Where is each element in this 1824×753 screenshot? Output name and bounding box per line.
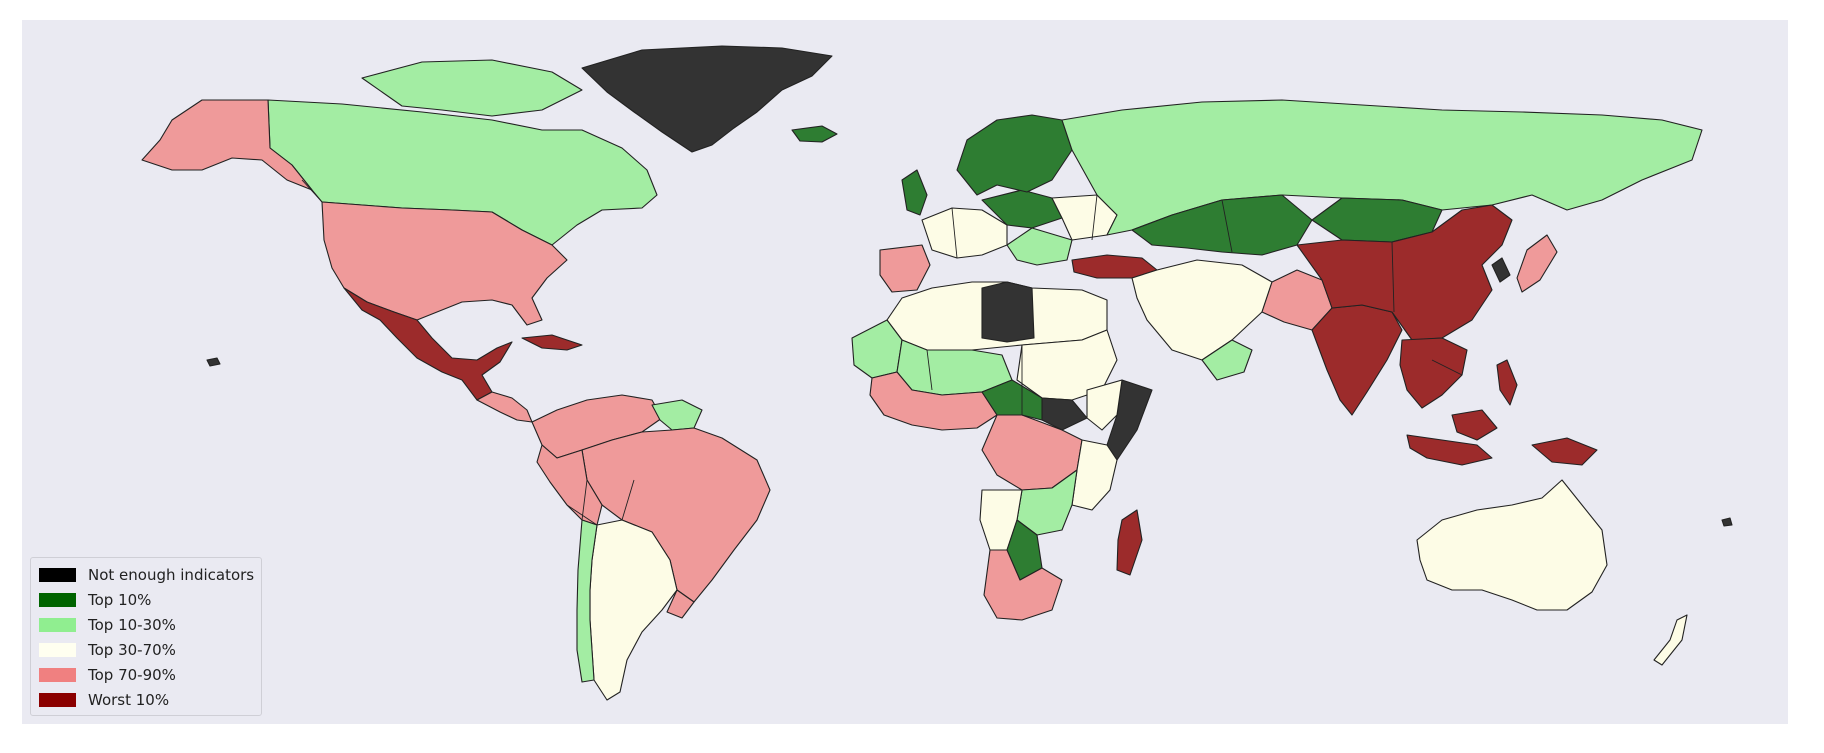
- legend-swatch: [39, 692, 76, 707]
- region-middle-east: [1131, 259, 1273, 361]
- region-uk: [901, 169, 928, 216]
- region-west-europe: [921, 207, 1008, 259]
- region-pacific-islands: [1721, 517, 1733, 527]
- region-guianas: [651, 399, 703, 431]
- region-central-america: [476, 391, 533, 423]
- legend-swatch: [39, 667, 76, 682]
- legend-item-top-10-30: Top 10-30%: [39, 612, 253, 637]
- legend-swatch: [39, 617, 76, 632]
- region-balkans: [1006, 227, 1073, 266]
- region-japan: [1516, 234, 1558, 293]
- world-map: [141, 45, 1733, 701]
- legend-label: Top 30-70%: [88, 640, 176, 659]
- region-korea: [1491, 257, 1511, 283]
- legend-item-not-enough: Not enough indicators: [39, 562, 255, 587]
- region-uruguay: [666, 589, 695, 619]
- region-libya: [981, 281, 1035, 343]
- legend-item-top-30-70: Top 30-70%: [39, 637, 253, 662]
- region-madagascar: [1116, 509, 1143, 576]
- region-south-africa: [983, 549, 1063, 621]
- region-greenland: [581, 45, 833, 153]
- legend-item-top-70-90: Top 70-90%: [39, 662, 253, 687]
- region-mexico: [343, 287, 513, 401]
- legend-item-top-10: Top 10%: [39, 587, 253, 612]
- legend-label: Top 10-30%: [88, 615, 176, 634]
- region-papua: [1531, 437, 1598, 466]
- region-southeast-asia: [1399, 337, 1468, 409]
- legend: Not enough indicators Top 10% Top 10-30%…: [30, 557, 262, 716]
- legend-label: Top 10%: [88, 590, 152, 609]
- region-australia: [1416, 479, 1608, 611]
- region-iceland: [791, 125, 838, 143]
- legend-label: Not enough indicators: [88, 565, 255, 584]
- region-chile: [576, 519, 598, 683]
- legend-swatch: [39, 592, 76, 607]
- region-gulf: [1201, 339, 1253, 381]
- legend-item-worst-10: Worst 10%: [39, 687, 253, 712]
- region-caribbean: [521, 334, 583, 351]
- region-russia: [1061, 99, 1703, 236]
- legend-swatch: [39, 642, 76, 657]
- region-india: [1311, 304, 1403, 416]
- region-ethiopia: [1086, 379, 1123, 431]
- region-canada-islands: [361, 59, 583, 117]
- region-west-africa: [869, 371, 998, 431]
- region-indonesia: [1406, 434, 1493, 466]
- region-alaska: [141, 99, 313, 191]
- legend-swatch: [39, 567, 76, 582]
- region-hawaii: [206, 357, 221, 367]
- region-iberia: [879, 244, 931, 293]
- legend-label: Worst 10%: [88, 690, 170, 709]
- region-new-zealand: [1653, 614, 1688, 666]
- region-philippines: [1496, 359, 1518, 406]
- region-borneo: [1451, 409, 1498, 441]
- border-lines: [301, 179, 1463, 526]
- region-china: [1296, 204, 1513, 341]
- legend-label: Top 70-90%: [88, 665, 176, 684]
- region-scandinavia: [956, 114, 1073, 196]
- map-frame: Not enough indicators Top 10% Top 10-30%…: [22, 20, 1788, 724]
